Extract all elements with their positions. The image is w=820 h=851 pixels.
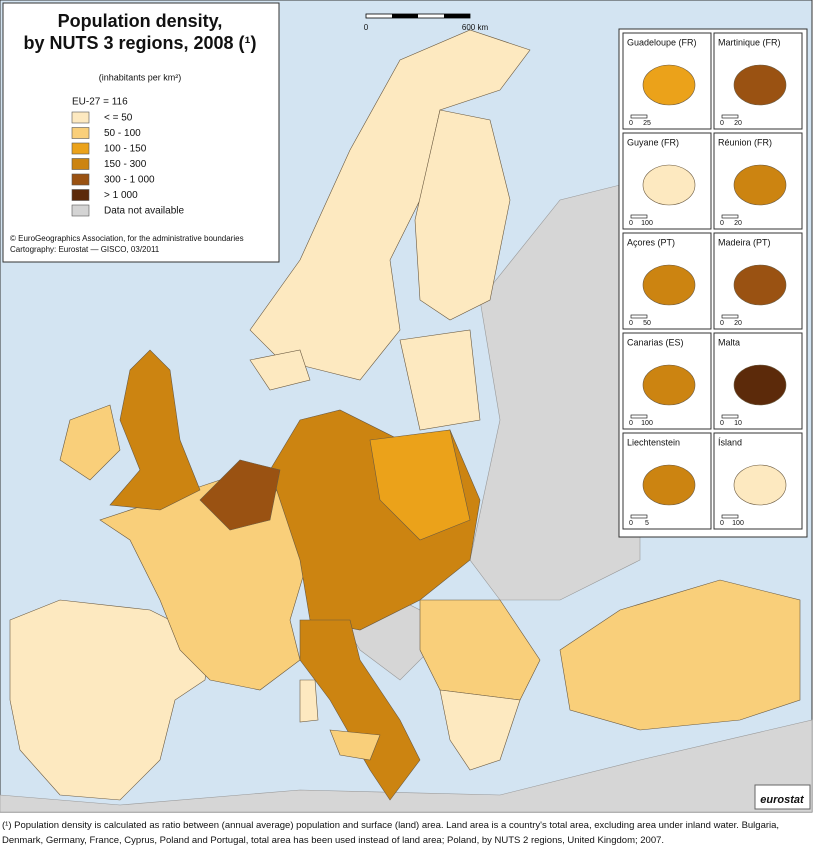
inset-scale-bar bbox=[721, 314, 739, 319]
legend-label: > 1 000 bbox=[104, 190, 138, 201]
inset-title: Canarias (ES) bbox=[627, 337, 684, 347]
inset-title: Açores (PT) bbox=[627, 237, 675, 247]
legend-label: 100 - 150 bbox=[104, 144, 147, 155]
africa bbox=[0, 719, 813, 813]
inset-scale-label: 100 bbox=[641, 420, 653, 427]
footnote: (¹) Population density is calculated as … bbox=[2, 820, 780, 846]
legend-swatch bbox=[71, 158, 90, 170]
credit: Cartography: Eurostat — GISCO, 03/2011 bbox=[10, 245, 160, 254]
inset-scale-bar bbox=[630, 214, 648, 219]
scale-bar-fill bbox=[444, 14, 470, 18]
sardinia bbox=[299, 679, 319, 723]
inset-scale-label: 50 bbox=[643, 320, 651, 327]
inset-title: Madeira (PT) bbox=[718, 237, 771, 247]
inset-title: Guadeloupe (FR) bbox=[627, 37, 697, 47]
legend-label: 300 - 1 000 bbox=[104, 175, 155, 186]
map: Population density,by NUTS 3 regions, 20… bbox=[0, 0, 813, 813]
inset-scale-label: 0 bbox=[720, 120, 724, 127]
poland bbox=[369, 429, 471, 541]
baltics bbox=[399, 329, 481, 431]
inset-land bbox=[642, 164, 696, 206]
scale-bar-fill bbox=[392, 14, 418, 18]
inset-scale-bar bbox=[721, 414, 739, 419]
inset-title: Ísland bbox=[718, 437, 742, 447]
inset-title: Guyane (FR) bbox=[627, 137, 679, 147]
inset-scale-label: 0 bbox=[720, 420, 724, 427]
legend-swatch bbox=[71, 111, 90, 124]
inset-scale-label: 20 bbox=[734, 220, 742, 227]
inset-scale-label: 0 bbox=[720, 220, 724, 227]
denmark bbox=[249, 349, 311, 391]
inset-land bbox=[733, 464, 787, 506]
greece bbox=[439, 689, 521, 771]
inset-scale-label: 0 bbox=[629, 420, 633, 427]
insets: Guadeloupe (FR) 0 25 Martinique (FR) 0 20 Guya… bbox=[622, 32, 803, 530]
scale-bar: 0 600 km bbox=[364, 13, 489, 32]
legend: Population density,by NUTS 3 regions, 20… bbox=[10, 11, 257, 254]
inset-land bbox=[733, 164, 787, 206]
inset-land bbox=[642, 364, 696, 406]
inset-land bbox=[733, 264, 787, 306]
subtitle: (inhabitants per km²) bbox=[99, 72, 182, 82]
inset-scale-label: 0 bbox=[629, 220, 633, 227]
inset-land bbox=[733, 64, 787, 106]
benelux bbox=[199, 459, 281, 531]
legend-swatch bbox=[71, 204, 90, 217]
turkey bbox=[559, 579, 801, 731]
inset-scale-bar bbox=[630, 514, 648, 519]
inset-scale-label: 10 bbox=[734, 420, 742, 427]
inset-land bbox=[733, 364, 787, 406]
inset-title: Malta bbox=[718, 337, 740, 347]
inset-scale-label: 0 bbox=[629, 120, 633, 127]
legend-label: 150 - 300 bbox=[104, 159, 147, 170]
iberia bbox=[9, 599, 211, 801]
ireland bbox=[59, 404, 121, 481]
inset-scale-bar bbox=[630, 414, 648, 419]
inset-scale-label: 100 bbox=[641, 220, 653, 227]
inset-scale-bar bbox=[721, 514, 739, 519]
legend-swatch bbox=[71, 142, 90, 155]
legend-heading: EU-27 = 116 bbox=[72, 97, 128, 108]
finland bbox=[414, 109, 511, 321]
legend-label: 50 - 100 bbox=[104, 128, 141, 139]
inset-scale-label: 0 bbox=[720, 520, 724, 527]
inset-scale-label: 100 bbox=[732, 520, 744, 527]
inset-scale-bar bbox=[630, 314, 648, 319]
legend-swatch bbox=[71, 189, 90, 201]
logo: eurostat bbox=[760, 794, 805, 806]
inset-title: Réunion (FR) bbox=[718, 137, 772, 147]
inset-scale-bar bbox=[721, 214, 739, 219]
non-eu-land bbox=[469, 179, 641, 601]
legend-label: < = 50 bbox=[104, 113, 133, 124]
inset-scale-label: 20 bbox=[734, 320, 742, 327]
inset-scale-label: 0 bbox=[629, 520, 633, 527]
title: by NUTS 3 regions, 2008 (¹) bbox=[23, 33, 256, 53]
inset-scale-bar bbox=[630, 114, 648, 119]
title: Population density, bbox=[58, 11, 223, 31]
sicily bbox=[329, 729, 381, 761]
logo-box bbox=[754, 784, 811, 810]
legend-box bbox=[2, 2, 280, 263]
legend-label: Data not available bbox=[104, 206, 184, 217]
inset-scale-label: 0 bbox=[629, 320, 633, 327]
great-britain bbox=[109, 349, 201, 511]
inset-land bbox=[642, 64, 696, 106]
legend-swatch bbox=[71, 173, 90, 186]
inset-scale-label: 0 bbox=[720, 320, 724, 327]
inset-scale-label: 5 bbox=[645, 520, 649, 527]
scale-label: 0 bbox=[364, 23, 369, 32]
inset-title: Liechtenstein bbox=[627, 437, 680, 447]
inset-scale-label: 25 bbox=[643, 120, 651, 127]
inset-land bbox=[642, 264, 696, 306]
scale-label: 600 km bbox=[462, 23, 489, 32]
inset-title: Martinique (FR) bbox=[718, 37, 781, 47]
credit: © EuroGeographics Association, for the a… bbox=[10, 234, 244, 243]
legend-swatch bbox=[71, 127, 90, 139]
inset-land bbox=[642, 464, 696, 506]
inset-scale-bar bbox=[721, 114, 739, 119]
inset-scale-label: 20 bbox=[734, 120, 742, 127]
